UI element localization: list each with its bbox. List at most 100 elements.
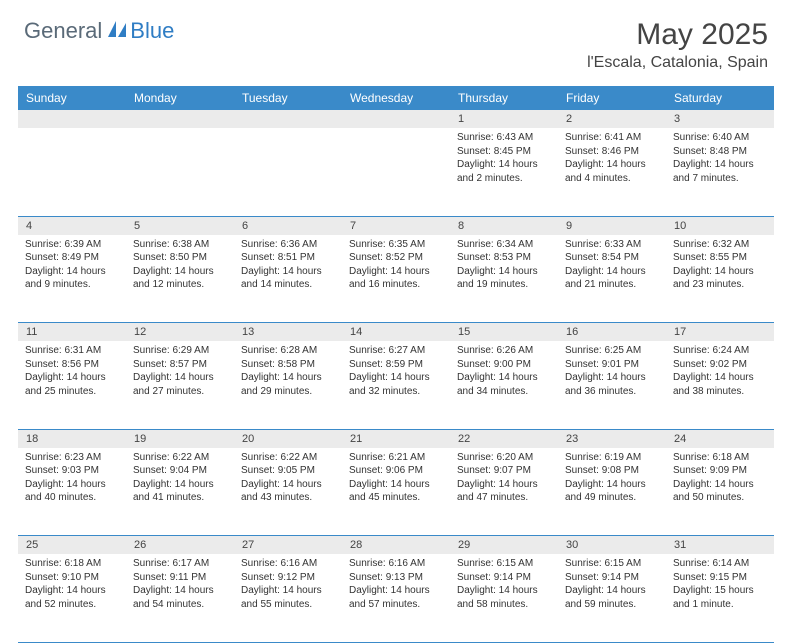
day-number-cell: 28 [342,536,450,555]
day-number-cell: 8 [450,216,558,235]
daylight-text: Daylight: 14 hours and 50 minutes. [673,478,767,505]
day-number-row: 123 [18,110,774,128]
daylight-text: Daylight: 14 hours and 29 minutes. [241,371,335,398]
day-number-cell [234,110,342,128]
daylight-text: Daylight: 15 hours and 1 minute. [673,584,767,611]
day-cell: Sunrise: 6:27 AMSunset: 8:59 PMDaylight:… [342,341,450,429]
day-number-cell: 1 [450,110,558,128]
day-cell: Sunrise: 6:24 AMSunset: 9:02 PMDaylight:… [666,341,774,429]
sunrise-text: Sunrise: 6:18 AM [25,557,119,571]
logo-sail-icon [106,19,128,44]
day-details: Sunrise: 6:38 AMSunset: 8:50 PMDaylight:… [126,235,234,298]
sunset-text: Sunset: 8:50 PM [133,251,227,265]
sunrise-text: Sunrise: 6:22 AM [133,451,227,465]
sunrise-text: Sunrise: 6:26 AM [457,344,551,358]
day-details: Sunrise: 6:15 AMSunset: 9:14 PMDaylight:… [450,554,558,617]
day-details: Sunrise: 6:23 AMSunset: 9:03 PMDaylight:… [18,448,126,511]
sunrise-text: Sunrise: 6:41 AM [565,131,659,145]
daylight-text: Daylight: 14 hours and 49 minutes. [565,478,659,505]
sunset-text: Sunset: 8:48 PM [673,145,767,159]
sunset-text: Sunset: 8:52 PM [349,251,443,265]
sunset-text: Sunset: 8:45 PM [457,145,551,159]
daylight-text: Daylight: 14 hours and 57 minutes. [349,584,443,611]
day-cell: Sunrise: 6:35 AMSunset: 8:52 PMDaylight:… [342,235,450,323]
sunrise-text: Sunrise: 6:15 AM [565,557,659,571]
day-number-cell: 26 [126,536,234,555]
day-content-row: Sunrise: 6:23 AMSunset: 9:03 PMDaylight:… [18,448,774,536]
sunset-text: Sunset: 9:11 PM [133,571,227,585]
day-details: Sunrise: 6:41 AMSunset: 8:46 PMDaylight:… [558,128,666,191]
sunrise-text: Sunrise: 6:43 AM [457,131,551,145]
day-number-cell: 11 [18,323,126,342]
day-content-row: Sunrise: 6:18 AMSunset: 9:10 PM Daylight:… [18,554,774,642]
logo: General Blue [24,18,174,44]
day-details: Sunrise: 6:19 AMSunset: 9:08 PMDaylight:… [558,448,666,511]
daylight-text: Daylight: 14 hours and 54 minutes. [133,584,227,611]
day-number-cell: 14 [342,323,450,342]
day-content-row: Sunrise: 6:31 AMSunset: 8:56 PMDaylight:… [18,341,774,429]
day-details: Sunrise: 6:18 AMSunset: 9:10 PMDaylight:… [18,554,126,617]
day-number-cell: 6 [234,216,342,235]
day-number-cell: 4 [18,216,126,235]
sunrise-text: Sunrise: 6:40 AM [673,131,767,145]
sunset-text: Sunset: 9:03 PM [25,464,119,478]
sunrise-text: Sunrise: 6:14 AM [673,557,767,571]
day-cell [234,128,342,216]
sunrise-text: Sunrise: 6:29 AM [133,344,227,358]
weekday-header: Saturday [666,86,774,110]
daylight-text: Daylight: 14 hours and 47 minutes. [457,478,551,505]
daylight-text: Daylight: 14 hours and 27 minutes. [133,371,227,398]
daylight-text: Daylight: 14 hours and 40 minutes. [25,478,119,505]
day-details: Sunrise: 6:15 AMSunset: 9:14 PMDaylight:… [558,554,666,617]
sunset-text: Sunset: 9:14 PM [457,571,551,585]
sunset-text: Sunset: 8:59 PM [349,358,443,372]
day-number-cell: 7 [342,216,450,235]
day-details: Sunrise: 6:20 AMSunset: 9:07 PMDaylight:… [450,448,558,511]
sunset-text: Sunset: 9:06 PM [349,464,443,478]
day-cell: Sunrise: 6:23 AMSunset: 9:03 PMDaylight:… [18,448,126,536]
sunset-text: Sunset: 9:05 PM [241,464,335,478]
day-cell: Sunrise: 6:33 AMSunset: 8:54 PMDaylight:… [558,235,666,323]
sunrise-text: Sunrise: 6:25 AM [565,344,659,358]
sunrise-text: Sunrise: 6:21 AM [349,451,443,465]
month-title: May 2025 [587,18,768,52]
day-details: Sunrise: 6:27 AMSunset: 8:59 PMDaylight:… [342,341,450,404]
day-cell: Sunrise: 6:36 AMSunset: 8:51 PMDaylight:… [234,235,342,323]
weekday-header: Tuesday [234,86,342,110]
day-number-cell: 9 [558,216,666,235]
daylight-text: Daylight: 14 hours and 14 minutes. [241,265,335,292]
weekday-header-row: Sunday Monday Tuesday Wednesday Thursday… [18,86,774,110]
daylight-text: Daylight: 14 hours and 7 minutes. [673,158,767,185]
sunrise-text: Sunrise: 6:27 AM [349,344,443,358]
day-details: Sunrise: 6:29 AMSunset: 8:57 PMDaylight:… [126,341,234,404]
sunset-text: Sunset: 9:12 PM [241,571,335,585]
sunset-text: Sunset: 9:10 PM [25,571,119,585]
day-cell: Sunrise: 6:18 AMSunset: 9:09 PMDaylight:… [666,448,774,536]
day-number-cell: 19 [126,429,234,448]
weekday-header: Thursday [450,86,558,110]
day-details: Sunrise: 6:16 AMSunset: 9:12 PMDaylight:… [234,554,342,617]
sunset-text: Sunset: 9:14 PM [565,571,659,585]
day-number-cell: 31 [666,536,774,555]
sunset-text: Sunset: 8:55 PM [673,251,767,265]
sunset-text: Sunset: 9:00 PM [457,358,551,372]
day-number-cell: 2 [558,110,666,128]
sunrise-text: Sunrise: 6:16 AM [349,557,443,571]
daylight-text: Daylight: 14 hours and 58 minutes. [457,584,551,611]
logo-text-general: General [24,18,102,44]
daylight-text: Daylight: 14 hours and 9 minutes. [25,265,119,292]
weekday-header: Monday [126,86,234,110]
day-cell: Sunrise: 6:14 AMSunset: 9:15 PMDaylight:… [666,554,774,642]
daylight-text: Daylight: 14 hours and 2 minutes. [457,158,551,185]
day-number-cell: 25 [18,536,126,555]
day-cell: Sunrise: 6:25 AMSunset: 9:01 PMDaylight:… [558,341,666,429]
day-details: Sunrise: 6:40 AMSunset: 8:48 PMDaylight:… [666,128,774,191]
sunset-text: Sunset: 8:51 PM [241,251,335,265]
day-details: Sunrise: 6:35 AMSunset: 8:52 PMDaylight:… [342,235,450,298]
daylight-text: Daylight: 14 hours and 41 minutes. [133,478,227,505]
sunrise-text: Sunrise: 6:22 AM [241,451,335,465]
day-details: Sunrise: 6:24 AMSunset: 9:02 PMDaylight:… [666,341,774,404]
weekday-header: Friday [558,86,666,110]
daylight-text: Daylight: 14 hours and 55 minutes. [241,584,335,611]
daylight-text: Daylight: 14 hours and 32 minutes. [349,371,443,398]
